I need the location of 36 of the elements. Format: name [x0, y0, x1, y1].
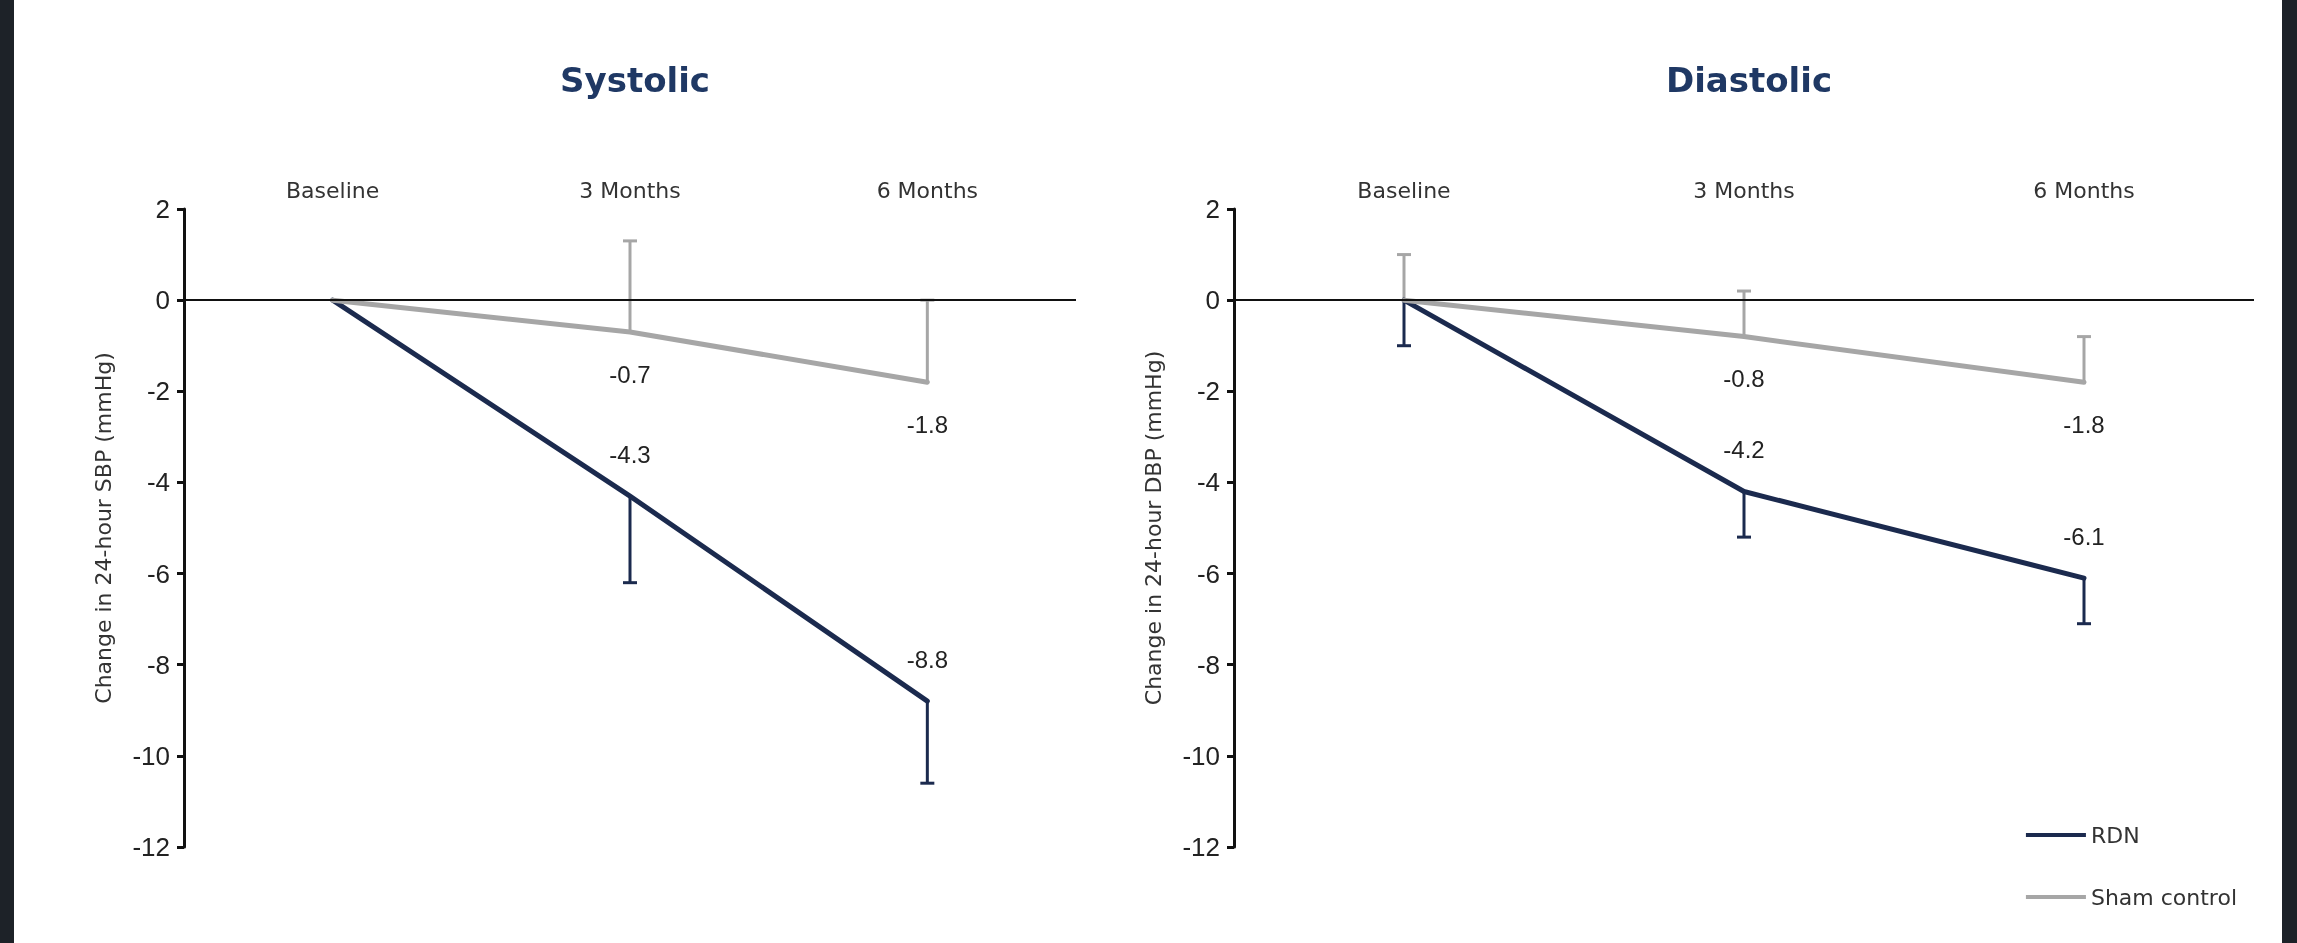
x-tick-label: Baseline: [1357, 177, 1451, 203]
y-tick-label: -4: [146, 467, 170, 498]
x-tick-label: Baseline: [286, 177, 380, 203]
y-tick-label: 2: [155, 194, 170, 224]
y-tick-label: -10: [132, 740, 170, 771]
legend-label: RDN: [2090, 822, 2140, 848]
y-tick-label: -12: [132, 832, 170, 862]
data-label: -4.2: [1723, 436, 1765, 464]
y-tick-label: -8: [1196, 649, 1220, 680]
y-tick-label: -6: [146, 558, 170, 589]
data-label: -0.7: [609, 360, 651, 388]
y-tick-label: -6: [1196, 558, 1220, 589]
y-tick-label: -8: [146, 649, 170, 680]
y-tick-label: -4: [1196, 467, 1220, 498]
chart-title: Diastolic: [1665, 60, 1833, 100]
data-label: -1.8: [2063, 410, 2105, 438]
x-tick-label: 6 Months: [876, 177, 979, 203]
y-tick-label: -2: [1196, 376, 1220, 407]
data-label: -1.8: [906, 410, 949, 438]
x-tick-label: 6 Months: [2033, 177, 2135, 203]
y-tick-label: 2: [1205, 194, 1220, 224]
data-label: -4.3: [609, 440, 651, 468]
x-tick-label: 3 Months: [579, 177, 681, 203]
chart-title: Systolic: [560, 60, 710, 100]
y-tick-label: -2: [146, 376, 170, 407]
y-axis-title: Change in 24-hour SBP (mmHg): [90, 352, 116, 704]
y-axis-title: Change in 24-hour DBP (mmHg): [1140, 350, 1166, 706]
legend-label: Sham control: [2090, 884, 2238, 910]
data-label: -0.8: [1723, 365, 1765, 393]
y-tick-label: 0: [155, 285, 170, 316]
y-tick-label: -12: [1182, 832, 1220, 862]
data-label: -6.1: [2063, 522, 2105, 550]
y-tick-label: 0: [1205, 285, 1220, 316]
data-label: -8.8: [906, 645, 949, 673]
x-tick-label: 3 Months: [1693, 177, 1795, 203]
y-tick-label: -10: [1182, 740, 1220, 771]
